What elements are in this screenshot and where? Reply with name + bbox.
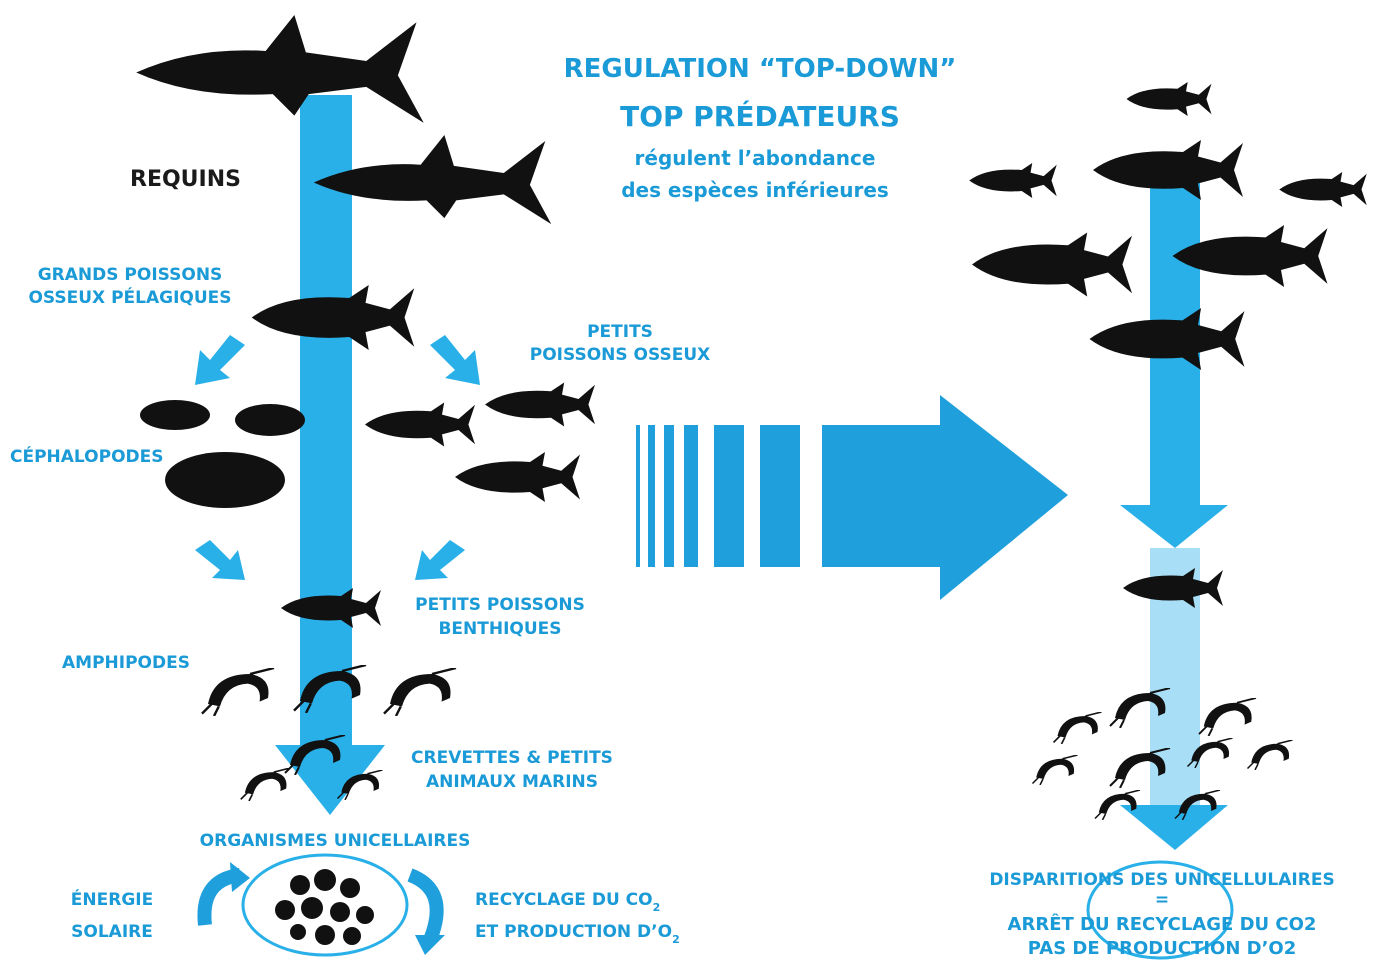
label-small-bony: POISSONS OSSEUX bbox=[530, 345, 711, 365]
label-benthic: PETITS POISSONS bbox=[415, 595, 585, 615]
diagram: REGULATION “TOP-DOWN” TOP PRÉDATEURS rég… bbox=[0, 0, 1378, 964]
left-arrow bbox=[275, 95, 385, 815]
description: régulent l’abondance bbox=[635, 146, 876, 170]
subtitle: TOP PRÉDATEURS bbox=[620, 99, 900, 133]
unicellular-oval bbox=[204, 855, 445, 955]
label-right: PAS DE PRODUCTION D’O2 bbox=[1028, 938, 1297, 959]
label-shrimps: ANIMAUX MARINS bbox=[426, 772, 598, 792]
label-amphipods: AMPHIPODES bbox=[62, 653, 190, 673]
transition-arrow bbox=[636, 395, 1068, 600]
label-right: = bbox=[1155, 890, 1169, 910]
label-pelagic: OSSEUX PÉLAGIQUES bbox=[28, 286, 231, 308]
label-unicellular: ORGANISMES UNICELLAIRES bbox=[200, 831, 471, 851]
label-benthic: BENTHIQUES bbox=[438, 619, 561, 639]
description: des espèces inférieures bbox=[621, 178, 889, 202]
label-solar: SOLAIRE bbox=[71, 922, 153, 942]
label-small-bony: PETITS bbox=[587, 322, 653, 342]
subscript: 2 bbox=[653, 901, 661, 914]
subscript: 2 bbox=[672, 933, 680, 946]
label-solar: ÉNERGIE bbox=[71, 888, 153, 910]
label-pelagic: GRANDS POISSONS bbox=[38, 265, 223, 285]
text: ET PRODUCTION D’O bbox=[475, 922, 672, 942]
title: REGULATION “TOP-DOWN” bbox=[564, 54, 957, 84]
page: REGULATION “TOP-DOWN” TOP PRÉDATEURS rég… bbox=[0, 0, 1378, 964]
label-shrimps: CREVETTES & PETITS bbox=[411, 748, 613, 768]
label-sharks: REQUINS bbox=[130, 167, 241, 192]
right-arrow bbox=[1120, 175, 1228, 850]
label-right: DISPARITIONS DES UNICELLULAIRES bbox=[989, 870, 1334, 890]
text: RECYCLAGE DU CO bbox=[475, 890, 653, 910]
animals-left bbox=[136, 15, 595, 801]
label-cephalopods: CÉPHALOPODES bbox=[10, 445, 164, 467]
label-recycling: RECYCLAGE DU CO2 bbox=[475, 890, 660, 914]
label-recycling: ET PRODUCTION D’O2 bbox=[475, 922, 680, 946]
label-right: ARRÊT DU RECYCLAGE DU CO2 bbox=[1008, 913, 1317, 935]
